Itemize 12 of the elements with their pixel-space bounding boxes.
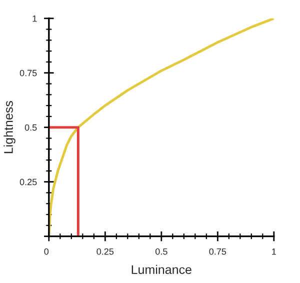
x-tick-label: 0.5 — [155, 248, 168, 255]
x-tick-label: 0 — [44, 248, 49, 255]
y-axis-title: Lightness — [4, 101, 16, 154]
x-tick-label: 1 — [272, 248, 276, 255]
y-tick-label: 1 — [32, 15, 37, 22]
y-tick-label: 0.25 — [20, 178, 37, 186]
y-tick-label: 0.5 — [24, 124, 37, 131]
x-tick-label: 0.75 — [209, 248, 226, 255]
x-tick-label: 0.25 — [96, 248, 114, 255]
x-axis-title: Luminance — [132, 264, 192, 274]
y-tick-label: 0.75 — [20, 70, 37, 76]
line-series — [48, 18, 274, 236]
